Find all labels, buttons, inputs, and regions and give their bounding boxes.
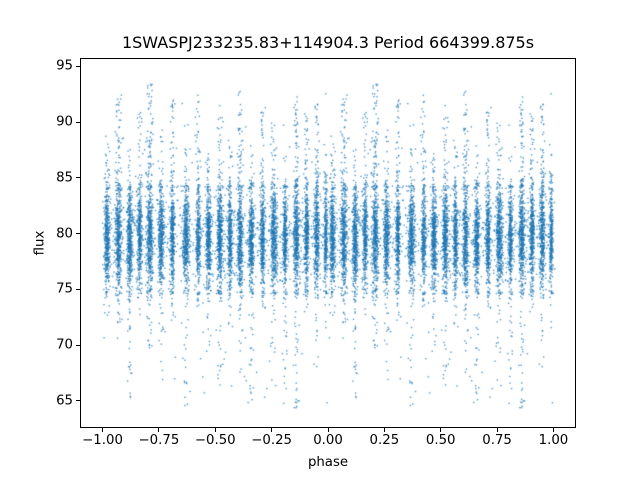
x-tick-mark: [383, 428, 385, 432]
y-tick-label: 85: [56, 170, 73, 186]
y-tick-mark: [76, 288, 80, 290]
y-tick-mark: [76, 177, 80, 179]
x-tick-mark: [271, 428, 273, 432]
x-tick-mark: [102, 428, 104, 432]
x-tick-label: 0.50: [425, 433, 456, 448]
scatter-canvas: [80, 58, 576, 428]
x-tick-label: −0.50: [194, 433, 236, 448]
x-tick-label: 0.00: [313, 433, 343, 448]
x-tick-label: 0.25: [369, 433, 400, 448]
y-tick-mark: [76, 233, 80, 235]
x-tick-label: −1.00: [82, 433, 123, 448]
x-tick-mark: [552, 428, 554, 432]
x-tick-label: −0.25: [251, 433, 292, 448]
x-tick-mark: [214, 428, 216, 432]
y-tick-label: 90: [56, 114, 73, 130]
x-axis-label: phase: [307, 455, 349, 470]
y-tick-mark: [76, 121, 80, 123]
chart-title: 1SWASPJ233235.83+114904.3 Period 664399.…: [121, 33, 535, 52]
x-tick-mark: [496, 428, 498, 432]
y-axis-label: flux: [32, 230, 48, 256]
x-tick-mark: [440, 428, 442, 432]
y-tick-label: 80: [56, 226, 73, 242]
x-tick-label: −0.75: [138, 433, 180, 448]
y-tick-mark: [76, 344, 80, 346]
y-tick-label: 75: [56, 281, 73, 297]
y-tick-mark: [76, 400, 80, 402]
x-tick-label: 1.00: [538, 433, 569, 448]
y-tick-mark: [76, 65, 80, 67]
x-tick-mark: [158, 428, 160, 432]
y-tick-label: 65: [56, 393, 73, 409]
x-tick-mark: [327, 428, 329, 432]
y-tick-label: 70: [56, 337, 73, 353]
x-tick-label: 0.75: [482, 433, 512, 448]
y-tick-label: 95: [56, 58, 73, 74]
